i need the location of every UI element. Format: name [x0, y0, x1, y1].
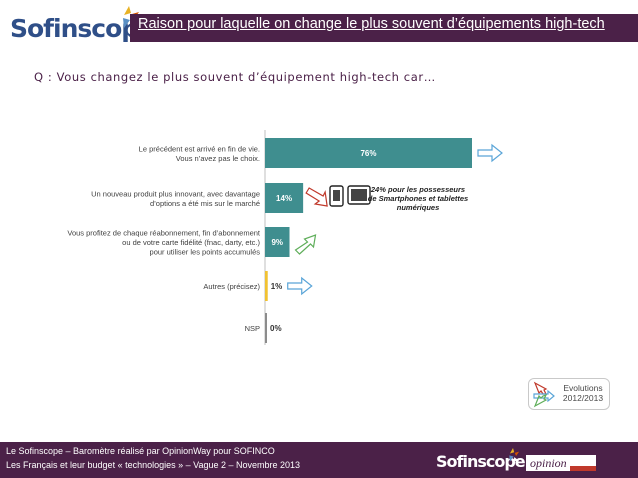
- value-label-3: 1%: [271, 282, 283, 291]
- category-label-1-0: Un nouveau produit plus innovant, avec d…: [91, 189, 260, 198]
- bar-3: [265, 271, 268, 301]
- smartphone-screen: [333, 190, 340, 201]
- footer-line-2: Les Français et leur budget « technologi…: [6, 460, 301, 470]
- evolution-arrow-down-icon-1: [305, 187, 328, 207]
- value-label-2: 9%: [271, 238, 283, 247]
- bar-chart: Le précédent est arrivé en fin de vie.Vo…: [67, 130, 503, 345]
- annotation-line-1: de Smartphones et tablettes: [368, 194, 468, 203]
- category-label-3-0: Autres (précisez): [203, 282, 260, 291]
- bar-4: [265, 313, 267, 343]
- value-label-4: 0%: [270, 324, 282, 333]
- evolution-arrows-icon: [533, 381, 555, 408]
- footer-star-icon: [509, 448, 520, 462]
- title-band: [130, 14, 638, 42]
- bar-1: [265, 183, 304, 213]
- evolution-arrow-stable-icon-3: [287, 276, 313, 296]
- bar-2: [265, 227, 290, 257]
- footer-line-1: Le Sofinscope – Baromètre réalisé par Op…: [6, 446, 275, 456]
- question-text: Q : Vous changez le plus souvent d’équip…: [34, 70, 436, 84]
- category-label-4-0: NSP: [245, 324, 260, 333]
- value-label-1: 14%: [276, 194, 292, 203]
- evolution-legend-label: Evolutions 2012/2013: [560, 383, 606, 403]
- evolution-legend-line2: 2012/2013: [562, 393, 604, 403]
- value-label-0: 76%: [360, 149, 376, 158]
- partner-logo: opinion: [530, 456, 567, 470]
- evolution-arrow-stable-icon-0: [477, 143, 503, 163]
- category-label-0-1: Vous n’avez pas le choix.: [176, 154, 260, 163]
- evolution-legend-line1: Evolutions: [563, 383, 603, 393]
- partner-logo-accent: [570, 466, 596, 471]
- bar-0: [265, 138, 472, 168]
- category-label-0-0: Le précédent est arrivé en fin de vie.: [139, 144, 260, 153]
- evolution-arrow-up-icon-2: [294, 234, 317, 255]
- category-label-2-1: ou de votre carte fidélité (fnac, darty,…: [122, 238, 260, 247]
- page-title: Raison pour laquelle on change le plus s…: [138, 16, 605, 32]
- tablet-screen: [351, 189, 367, 201]
- annotation-line-2: numériques: [397, 203, 440, 212]
- category-label-1-1: d’options a été mis sur le marché: [150, 199, 260, 208]
- footer-brand-logo: Sofinscope: [436, 452, 526, 471]
- category-label-2-2: pour utiliser les points accumulés: [150, 248, 261, 257]
- category-label-2-0: Vous profitez de chaque réabonnement, fi…: [67, 229, 261, 238]
- annotation-line-0: 24% pour les possesseurs: [370, 185, 465, 194]
